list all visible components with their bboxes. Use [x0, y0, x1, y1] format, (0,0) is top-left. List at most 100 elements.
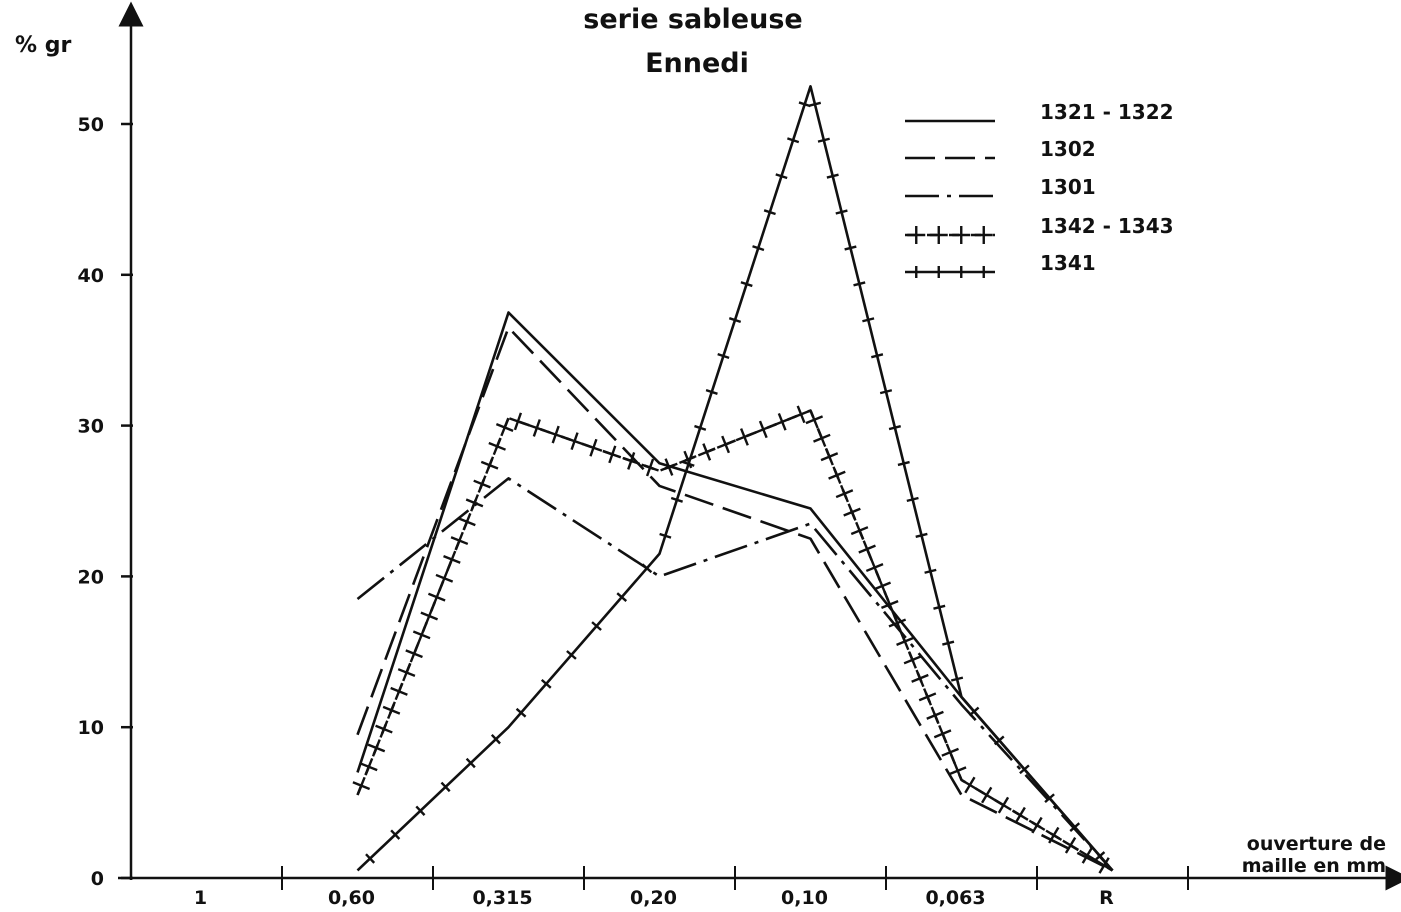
series-cross-mark — [839, 484, 849, 503]
series-line — [356, 311, 1114, 872]
series-cross-mark — [371, 739, 381, 757]
series-cross-mark — [862, 317, 875, 323]
series-cross-mark — [855, 521, 865, 540]
y-tick-label: 40 — [78, 265, 104, 287]
series-cross-mark — [933, 604, 946, 610]
series-cross-mark — [740, 281, 753, 288]
y-tick-label: 50 — [78, 114, 104, 136]
x-tick-label: 1 — [194, 887, 207, 909]
series-cross-mark — [470, 494, 479, 512]
series-cross-mark — [679, 455, 697, 464]
series-cross-mark — [1069, 822, 1081, 832]
series-cross-mark — [694, 424, 707, 431]
series-cross-mark — [871, 353, 884, 359]
y-tick-label: 10 — [78, 717, 104, 739]
series-lines — [352, 85, 1114, 874]
series-cross-mark — [670, 496, 684, 503]
x-ticks: 1 0,60 0,315 0,20 0,10 0,063 R — [194, 866, 1189, 909]
series-cross-mark — [394, 682, 404, 701]
series-cross-mark — [439, 569, 449, 588]
series-cross-mark — [659, 532, 672, 539]
series-cross-mark — [387, 701, 396, 720]
series-cross-mark — [870, 558, 880, 577]
series-2 — [356, 326, 1114, 872]
series-cross-mark — [546, 430, 565, 439]
series-cross-mark — [832, 466, 842, 484]
series-cross-mark — [817, 137, 830, 143]
series-cross-mark — [641, 563, 653, 574]
series-cross-mark — [424, 607, 434, 625]
series-cross-mark — [415, 805, 426, 816]
series-cross-mark — [763, 209, 776, 216]
series-cross-mark — [616, 592, 628, 602]
series-cross-mark — [915, 669, 925, 688]
series-cross-mark — [356, 776, 366, 795]
series-line — [356, 477, 1114, 872]
legend-item: 1302 — [905, 137, 1096, 161]
series-cross-mark — [462, 512, 472, 531]
series-cross-mark — [409, 644, 419, 663]
series-cross-mark — [492, 437, 502, 456]
series-cross-mark — [660, 462, 678, 472]
x-tick-label: 0,063 — [925, 887, 985, 909]
series-cross-mark — [938, 725, 948, 743]
legend-label: 1302 — [1040, 137, 1096, 161]
series-cross-mark — [892, 614, 902, 632]
series-cross-mark — [728, 317, 742, 324]
series-cross-mark — [993, 735, 1005, 746]
series-cross-mark — [500, 418, 510, 437]
series-cross-mark — [885, 595, 895, 614]
series-cross-mark — [754, 424, 773, 434]
series-cross-mark — [835, 209, 848, 215]
legend-label: 1342 - 1343 — [1040, 214, 1174, 238]
series-cross-mark — [565, 437, 584, 446]
series-cross-mark — [809, 410, 819, 429]
series-cross-mark — [1019, 764, 1030, 775]
series-cross-mark — [622, 456, 641, 466]
y-tick-label: 30 — [78, 416, 104, 438]
series-cross-mark — [862, 540, 872, 558]
legend-label: 1301 — [1040, 175, 1096, 199]
series-cross-mark — [817, 429, 827, 448]
series-cross-mark — [978, 789, 996, 801]
series-cross-mark — [906, 496, 919, 503]
series-cross-mark — [786, 137, 800, 144]
x-tick-label: 0,20 — [630, 887, 677, 909]
series-cross-mark — [540, 678, 552, 689]
series-cross-mark — [826, 173, 839, 179]
series-cross-mark — [390, 829, 401, 840]
series-cross-mark — [432, 588, 442, 606]
series-cross-mark — [915, 532, 928, 538]
series-cross-mark — [735, 432, 754, 442]
legend-item: 1341 — [905, 251, 1096, 278]
series-1 — [356, 311, 1114, 872]
series-cross-mark — [477, 475, 487, 493]
series-cross-mark — [942, 640, 955, 646]
series-cross-mark — [527, 423, 546, 433]
legend-item: 1301 — [905, 175, 1096, 199]
series-cross-mark — [907, 651, 917, 669]
series-cross-mark — [844, 245, 857, 251]
series-cross-mark — [923, 688, 933, 706]
series-cross-mark — [897, 460, 910, 467]
series-cross-mark — [752, 245, 765, 252]
series-cross-mark — [953, 761, 963, 780]
series-cross-mark — [900, 632, 910, 651]
series-cross-mark — [485, 456, 495, 474]
series-cross-mark — [705, 388, 718, 395]
series-cross-mark — [847, 503, 857, 521]
series-cross-mark — [1094, 851, 1106, 861]
series-cross-mark — [924, 568, 937, 574]
series-cross-mark — [879, 389, 893, 395]
series-cross-mark — [440, 781, 451, 793]
series-cross-mark — [697, 447, 716, 457]
series-cross-mark — [454, 531, 464, 550]
series-cross-mark — [773, 417, 791, 427]
series-cross-mark — [447, 550, 457, 569]
series-cross-mark — [509, 417, 527, 426]
series-cross-mark — [888, 424, 901, 431]
series-cross-mark — [566, 650, 577, 660]
series-5 — [356, 85, 1114, 872]
x-axis-label-line2: maille en mm — [1242, 855, 1386, 877]
series-cross-mark — [490, 733, 501, 745]
